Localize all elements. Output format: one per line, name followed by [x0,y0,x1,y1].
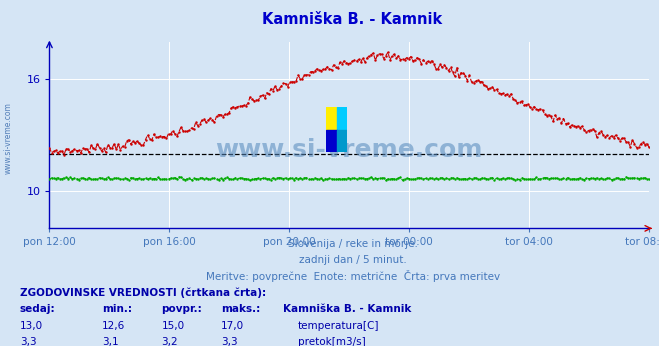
Text: 17,0: 17,0 [221,321,244,330]
Text: pretok[m3/s]: pretok[m3/s] [298,337,366,346]
Text: 3,3: 3,3 [20,337,36,346]
Text: Slovenija / reke in morje.: Slovenija / reke in morje. [287,239,418,249]
Text: sedaj:: sedaj: [20,304,55,314]
Bar [337,107,347,130]
Text: zadnji dan / 5 minut.: zadnji dan / 5 minut. [299,255,407,265]
Text: 15,0: 15,0 [161,321,185,330]
Bar [326,107,337,130]
Text: min.:: min.: [102,304,132,314]
Text: 13,0: 13,0 [20,321,43,330]
Text: 3,3: 3,3 [221,337,237,346]
Text: Kamniška B. - Kamnik: Kamniška B. - Kamnik [262,11,443,27]
Bar [337,130,347,152]
Text: Meritve: povprečne  Enote: metrične  Črta: prva meritev: Meritve: povprečne Enote: metrične Črta:… [206,271,500,282]
Text: maks.:: maks.: [221,304,260,314]
Text: temperatura[C]: temperatura[C] [298,321,380,330]
Text: 12,6: 12,6 [102,321,125,330]
Text: 3,2: 3,2 [161,337,178,346]
Bar [326,130,337,152]
Text: 3,1: 3,1 [102,337,119,346]
Text: povpr.:: povpr.: [161,304,202,314]
Text: ZGODOVINSKE VREDNOSTI (črtkana črta):: ZGODOVINSKE VREDNOSTI (črtkana črta): [20,287,266,298]
Text: www.si-vreme.com: www.si-vreme.com [215,138,483,162]
Text: Kamniška B. - Kamnik: Kamniška B. - Kamnik [283,304,412,314]
Text: www.si-vreme.com: www.si-vreme.com [3,102,13,174]
